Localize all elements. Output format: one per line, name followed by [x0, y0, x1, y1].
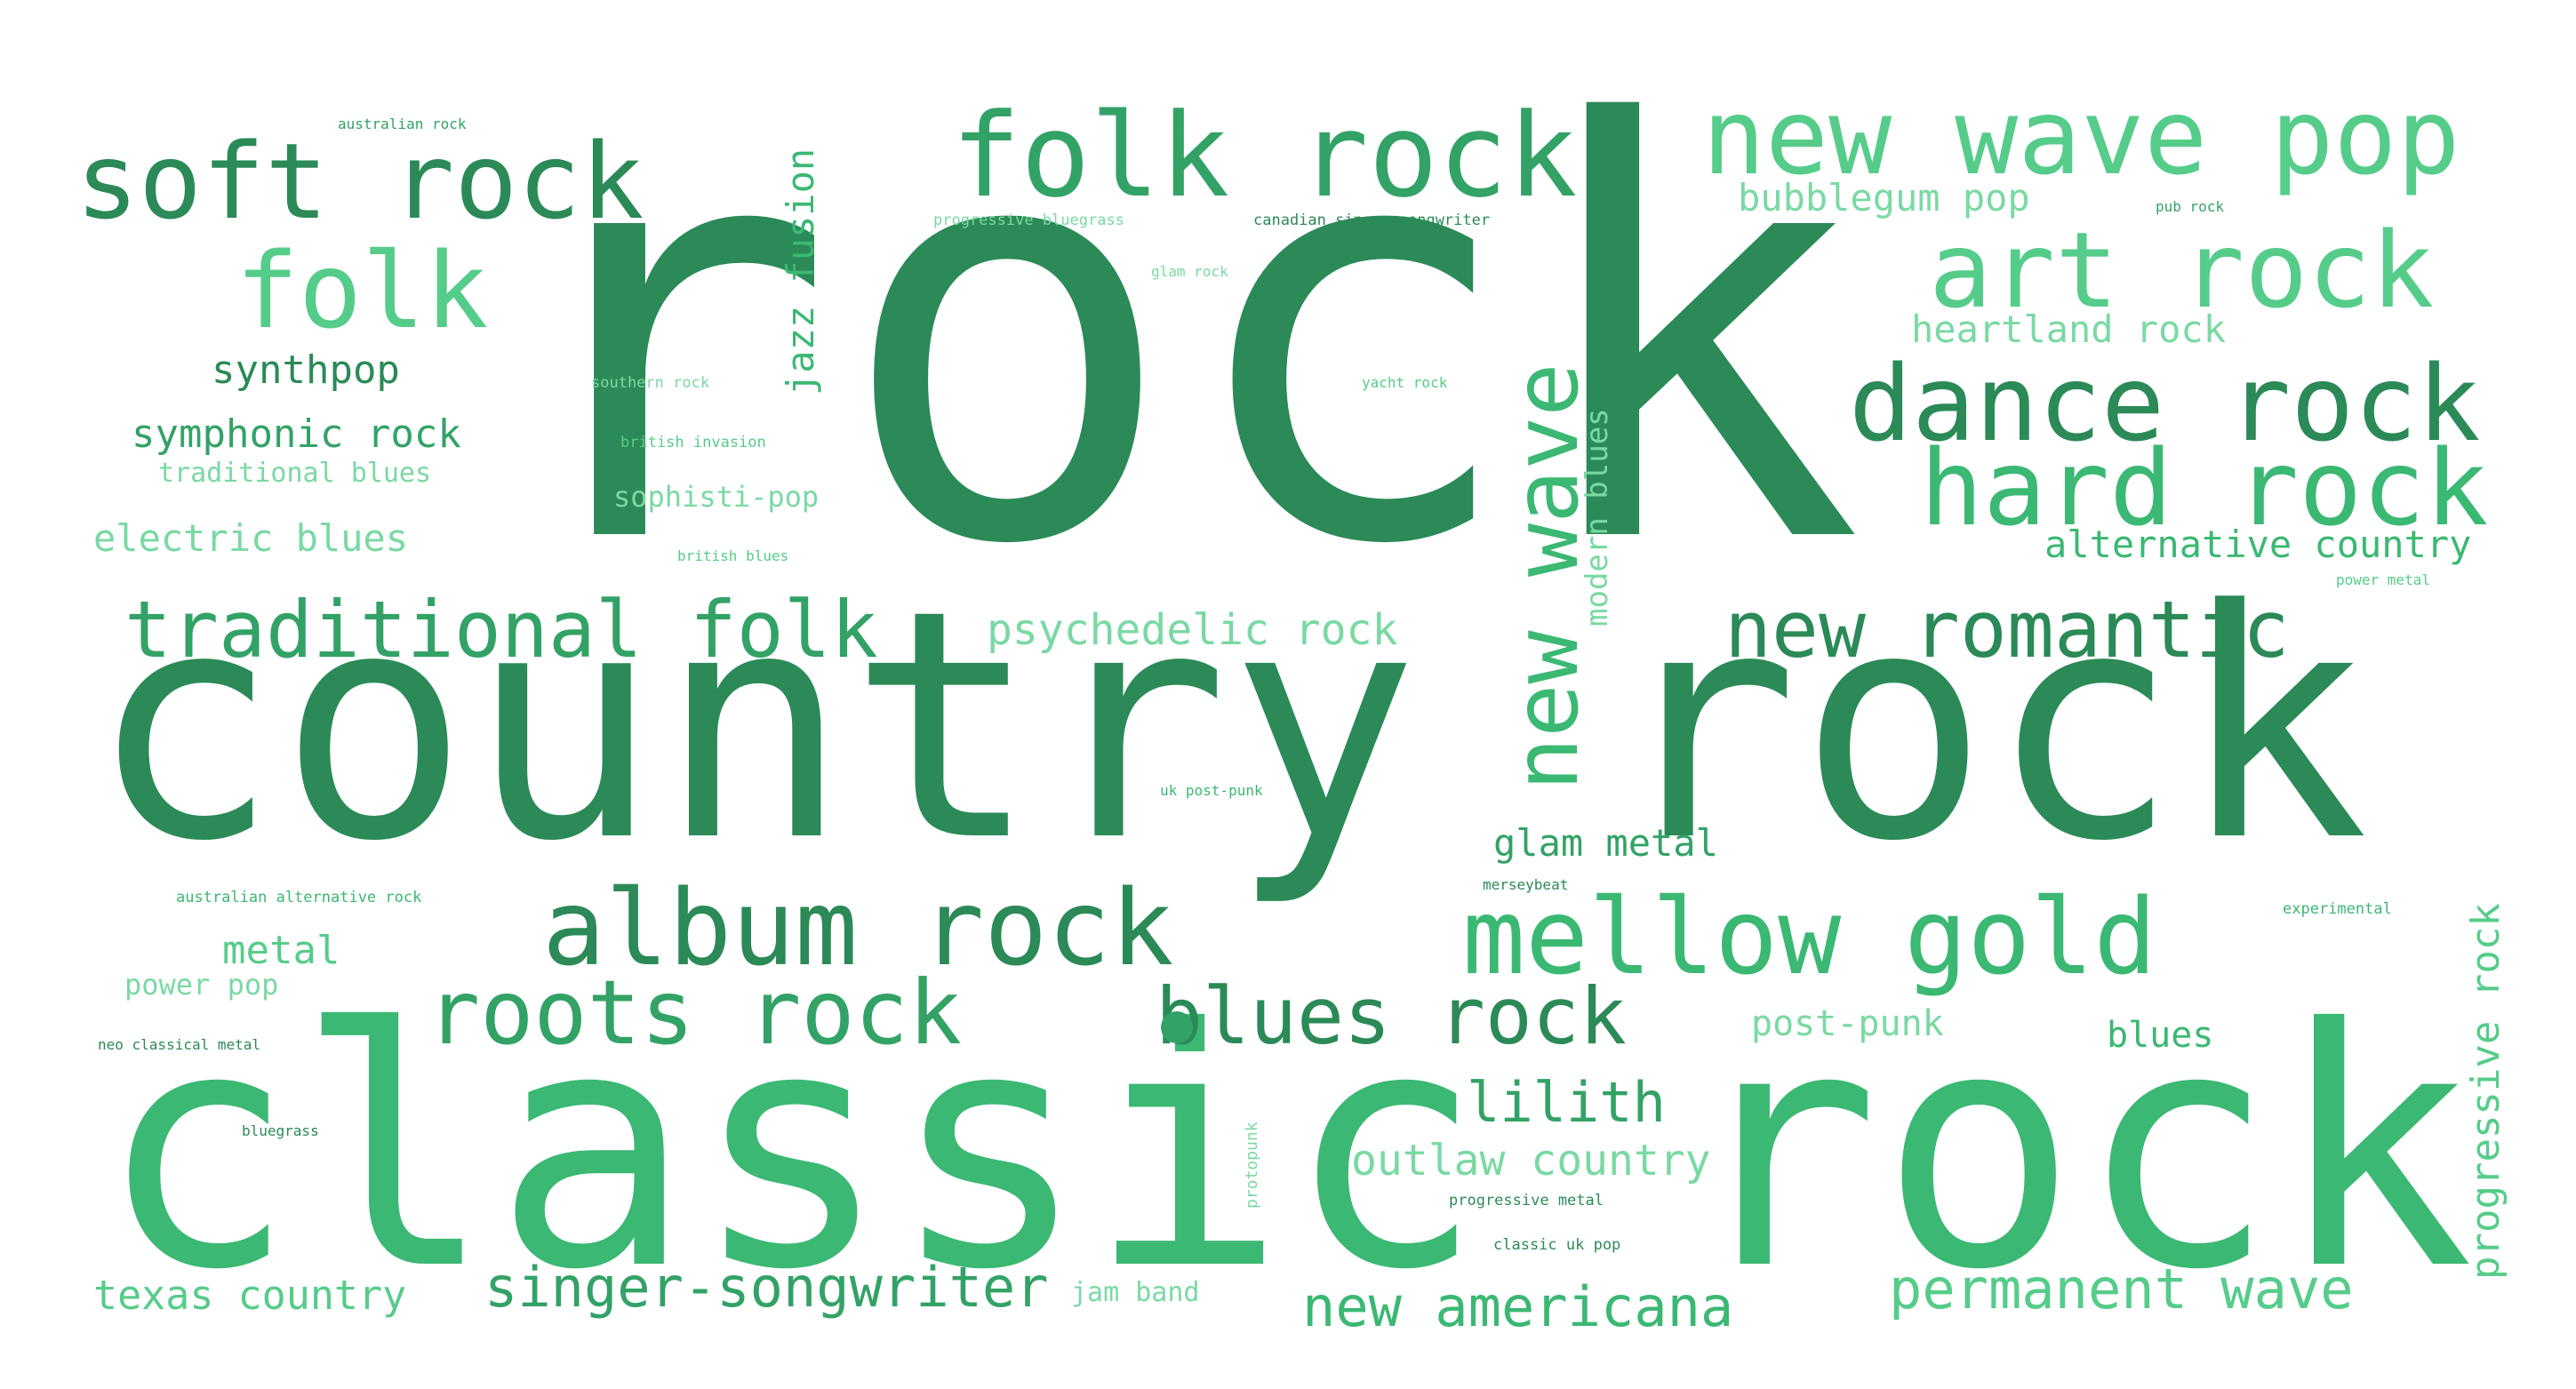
word-roots-rock: roots rock: [427, 961, 963, 1065]
word-canadian-singer-songwriter: canadian singer-songwriter: [1253, 212, 1491, 229]
word-new-wave-pop: new wave pop: [1702, 76, 2460, 198]
word-rock: rock: [493, 6, 1864, 668]
word-metal: metal: [222, 928, 340, 973]
word-blues: blues: [2107, 1015, 2214, 1056]
word-psychedelic-rock: psychedelic rock: [987, 605, 1398, 655]
word-post-punk: post-punk: [1751, 1003, 1944, 1044]
word-power-metal: power metal: [2336, 571, 2430, 588]
word-classic-rock: classic rock: [98, 960, 2475, 1342]
word-folk: folk: [236, 229, 489, 352]
word-protopunk: protopunk: [1243, 1122, 1261, 1209]
word-merseybeat: merseybeat: [1483, 876, 1569, 893]
word-traditional-folk: traditional folk: [124, 584, 878, 675]
word-jam-band: jam band: [1071, 1277, 1200, 1308]
word-progressive-bluegrass: progressive bluegrass: [933, 212, 1124, 229]
word-glam-rock: glam rock: [1151, 263, 1228, 280]
word-outlaw-country: outlaw country: [1351, 1136, 1711, 1185]
word-modern-blues: modern blues: [1580, 408, 1615, 627]
word-alternative-country: alternative country: [2044, 523, 2472, 566]
word-experimental: experimental: [2283, 900, 2392, 918]
word-symphonic-rock: symphonic rock: [132, 411, 461, 457]
word-synthpop: synthpop: [212, 347, 400, 393]
word-new-wave: new wave: [1494, 363, 1598, 791]
word-classic-uk-pop: classic uk pop: [1493, 1236, 1621, 1254]
word-lilith: lilith: [1467, 1070, 1666, 1135]
word-art-rock: art rock: [1929, 209, 2435, 331]
word-jazz-fusion: jazz fusion: [779, 148, 822, 395]
word-british-blues: british blues: [677, 547, 789, 564]
word-traditional-blues: traditional blues: [158, 458, 432, 489]
word-progressive-rock: progressive rock: [2463, 903, 2508, 1280]
word-soft-rock: soft rock: [76, 120, 644, 243]
word-hard-rock: hard rock: [1920, 427, 2489, 549]
word-yacht-rock: yacht rock: [1362, 374, 1448, 391]
word-australian-alternative-rock: australian alternative rock: [176, 889, 422, 906]
word-neo-classical-metal: neo classical metal: [98, 1036, 261, 1053]
word-southern-rock: southern rock: [591, 374, 710, 392]
word-blues-rock: blues rock: [1156, 970, 1627, 1062]
word-heartland-rock: heartland rock: [1911, 307, 2227, 351]
word-new-romantic: new romantic: [1724, 584, 2290, 675]
word-power-pop: power pop: [124, 968, 279, 1002]
word-mellow-gold: mellow gold: [1462, 875, 2157, 998]
dot-mark: [1161, 1011, 1193, 1043]
word-new-americana: new americana: [1302, 1274, 1734, 1339]
word-texas-country: texas country: [93, 1272, 407, 1319]
word-bubblegum-pop: bubblegum pop: [1738, 176, 2030, 220]
word-album-rock: album rock: [542, 866, 1174, 989]
word-sophisti-pop: sophisti-pop: [613, 480, 820, 514]
word-australian-rock: australian rock: [338, 116, 467, 132]
word-bluegrass: bluegrass: [242, 1122, 319, 1139]
word-electric-blues: electric blues: [93, 516, 409, 560]
word-pub-rock: pub rock: [2156, 198, 2225, 215]
word-country-rock: country rock: [89, 542, 2369, 910]
word-folk-rock: folk rock: [951, 88, 1578, 223]
word-british-invasion: british invasion: [620, 434, 766, 451]
word-uk-post-punk: uk post-punk: [1160, 782, 1263, 799]
word-glam-metal: glam metal: [1493, 821, 1718, 865]
word-progressive-metal: progressive metal: [1449, 1192, 1604, 1209]
word-singer-songwriter: singer-songwriter: [484, 1255, 1049, 1320]
word-dance-rock: dance rock: [1849, 342, 2481, 465]
word-permanent-wave: permanent wave: [1889, 1257, 2354, 1321]
